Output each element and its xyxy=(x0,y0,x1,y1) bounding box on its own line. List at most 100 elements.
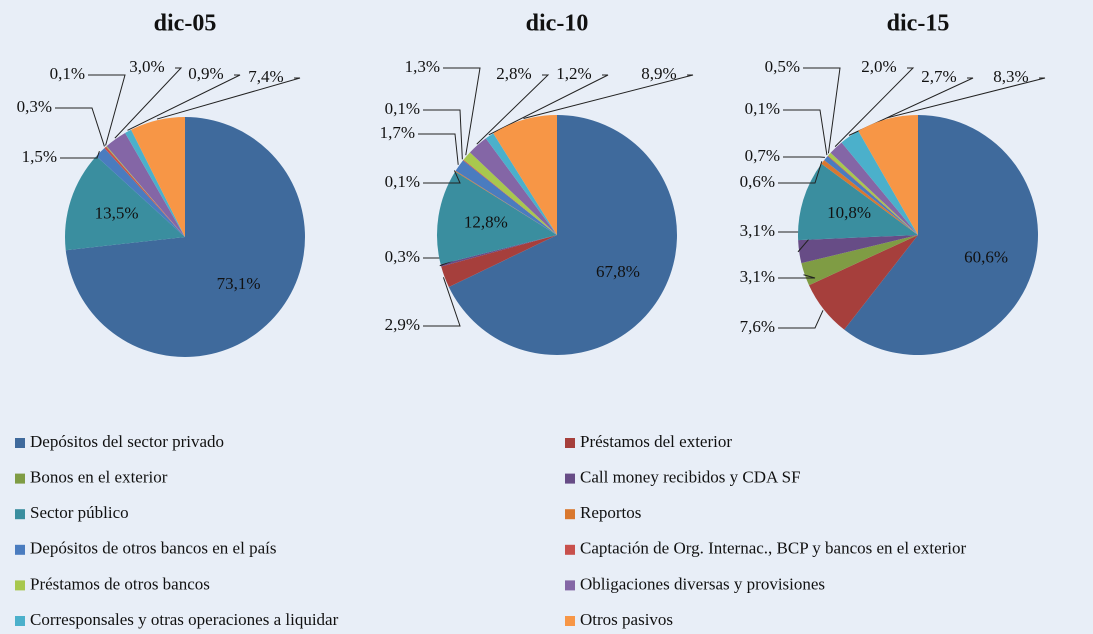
pie-slice xyxy=(65,117,306,357)
data-label: 73,1% xyxy=(217,274,261,293)
pie-slice xyxy=(798,163,918,241)
data-label: 67,8% xyxy=(596,262,640,281)
data-label: 13,5% xyxy=(95,204,139,223)
pie-slice xyxy=(469,138,557,235)
data-label: 0,1% xyxy=(745,99,780,118)
pie-slice xyxy=(485,133,557,235)
data-label: 8,9% xyxy=(641,64,676,83)
leader-line xyxy=(783,109,828,156)
legend-label: Otros pasivos xyxy=(580,610,673,629)
data-label: 8,3% xyxy=(993,67,1028,86)
pie-slice xyxy=(463,159,557,235)
chart-title: dic-10 xyxy=(526,11,589,37)
legend-swatch xyxy=(565,616,575,626)
pie-slice xyxy=(125,129,185,237)
data-label: 3,1% xyxy=(740,221,775,240)
legend-label: Depósitos del sector privado xyxy=(30,432,224,451)
data-label: 3,1% xyxy=(740,267,775,286)
leader-line xyxy=(423,109,463,160)
legend-swatch xyxy=(565,580,575,591)
pie-slice xyxy=(440,235,557,267)
legend-swatch xyxy=(565,438,575,448)
legend-label: Préstamos del exterior xyxy=(580,432,732,451)
legend-label: Sector público xyxy=(30,503,129,522)
leader-line xyxy=(423,277,461,327)
leader-line xyxy=(60,150,100,159)
data-label: 0,5% xyxy=(765,57,800,76)
legend-label: Captación de Org. Internac., BCP y banco… xyxy=(580,539,966,558)
pie-slice xyxy=(448,115,677,356)
leader-line xyxy=(778,310,824,329)
data-label: 1,3% xyxy=(405,57,440,76)
data-label: 0,9% xyxy=(188,64,223,83)
legend-label: Bonos en el exterior xyxy=(30,468,168,487)
data-label: 0,3% xyxy=(385,247,420,266)
legend-label: Call money recibidos y CDA SF xyxy=(580,468,801,487)
legend-swatch xyxy=(15,473,25,484)
pie-slice xyxy=(841,130,918,235)
legend-swatch xyxy=(15,509,25,520)
data-label: 2,7% xyxy=(921,67,956,86)
data-label: 3,0% xyxy=(129,57,164,76)
chart-title: dic-05 xyxy=(154,11,217,37)
data-label: 1,5% xyxy=(22,147,57,166)
legend-label: Depósitos de otros bancos en el país xyxy=(30,539,276,558)
pie-slice xyxy=(65,156,185,251)
data-label: 0,1% xyxy=(385,99,420,118)
legend-label: Reportos xyxy=(580,503,641,522)
leader-line xyxy=(114,67,183,139)
leader-line xyxy=(488,74,609,136)
leader-line xyxy=(886,77,1046,119)
legend-label: Corresponsales y otras operaciones a liq… xyxy=(30,610,339,629)
leader-line xyxy=(803,67,841,154)
data-label: 12,8% xyxy=(464,213,508,232)
legend-swatch xyxy=(15,616,25,626)
data-label: 2,8% xyxy=(496,64,531,83)
pie-slice xyxy=(104,146,185,237)
legend-swatch xyxy=(15,544,25,555)
pie-slice xyxy=(463,152,557,235)
leader-line xyxy=(88,74,126,146)
leader-line xyxy=(127,74,241,131)
pie-slice xyxy=(106,146,185,237)
leader-line xyxy=(778,274,816,279)
data-label: 0,1% xyxy=(385,172,420,191)
leader-line xyxy=(156,77,301,120)
data-label: 2,9% xyxy=(385,315,420,334)
data-label: 7,6% xyxy=(740,317,775,336)
leader-line xyxy=(778,161,823,184)
legend-label: Préstamos de otros bancos xyxy=(30,574,210,593)
leader-line xyxy=(476,74,550,145)
legend-label: Obligaciones diversas y provisiones xyxy=(580,574,825,593)
leader-line xyxy=(443,67,481,156)
leader-line xyxy=(55,107,105,147)
data-label: 7,4% xyxy=(248,67,283,86)
pie-slice xyxy=(131,117,185,237)
pie-slice xyxy=(809,235,918,330)
pie-slice xyxy=(828,152,918,235)
leader-line xyxy=(523,74,694,120)
legend-swatch xyxy=(565,473,575,484)
pie-slice xyxy=(858,115,918,235)
pie-slice xyxy=(844,115,1039,356)
pie-slice xyxy=(106,133,185,237)
data-label: 1,2% xyxy=(556,64,591,83)
pie-slice xyxy=(827,155,918,235)
data-label: 60,6% xyxy=(964,247,1008,266)
pie-slice xyxy=(830,142,918,235)
chart-title: dic-15 xyxy=(887,11,950,37)
data-label: 1,7% xyxy=(380,123,415,142)
leader-line xyxy=(418,133,459,165)
pie-slice xyxy=(821,160,918,235)
legend-swatch xyxy=(15,580,25,591)
leader-line xyxy=(834,67,915,147)
data-label: 0,7% xyxy=(745,146,780,165)
legend-swatch xyxy=(565,509,575,520)
data-label: 0,1% xyxy=(50,64,85,83)
pie-slice xyxy=(437,171,557,265)
leader-line xyxy=(848,77,974,136)
pie-slice xyxy=(455,170,557,235)
data-label: 0,6% xyxy=(740,172,775,191)
data-label: 10,8% xyxy=(827,203,871,222)
